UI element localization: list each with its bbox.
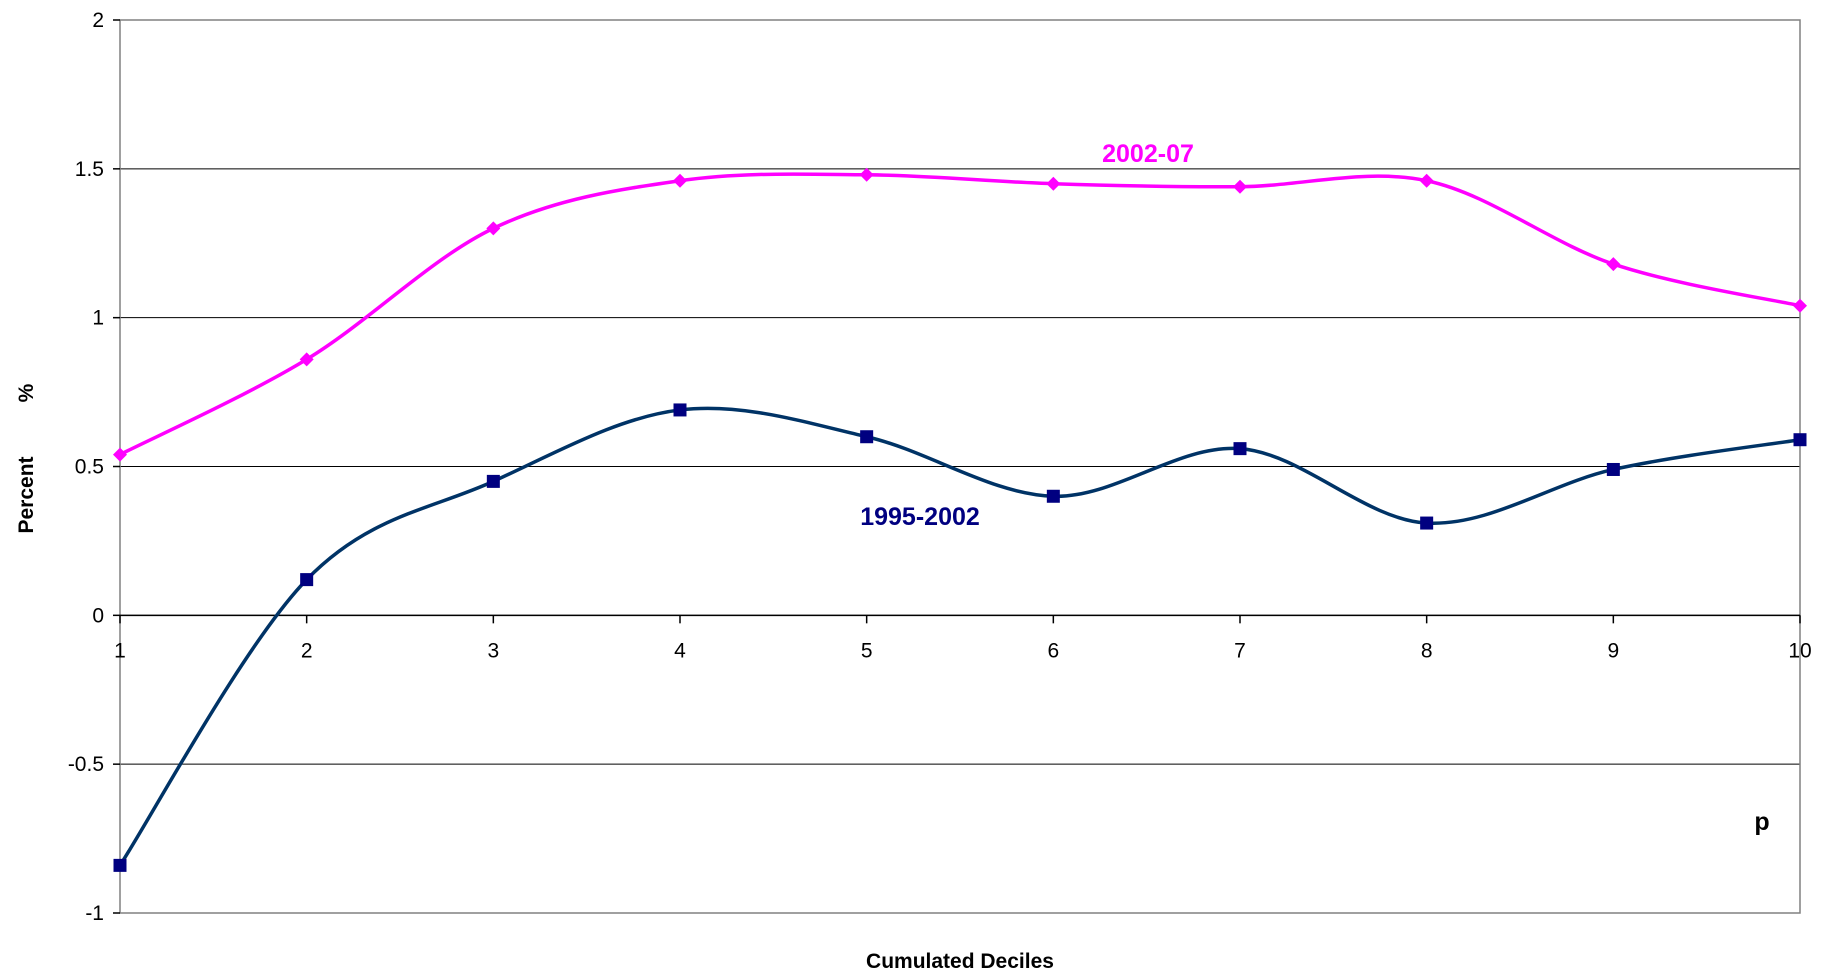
y-tick-label: 2 (92, 9, 104, 32)
x-tick-label: 5 (861, 639, 873, 662)
data-point (1046, 489, 1060, 503)
x-tick-label: 2 (301, 639, 313, 662)
data-point (299, 352, 314, 367)
data-point (860, 430, 874, 444)
data-point (1420, 516, 1434, 530)
x-tick-label: 7 (1234, 639, 1246, 662)
y-tick-label: -0.5 (68, 753, 104, 776)
series-1995-2002 (113, 403, 1807, 872)
series-line (118, 406, 1801, 867)
data-point (486, 221, 501, 236)
y-axis-title: Percent (15, 456, 38, 533)
x-tick-label: 1 (114, 639, 126, 662)
data-point (1793, 433, 1807, 447)
y-tick-label: 1.5 (75, 158, 104, 181)
data-point (859, 167, 874, 182)
series-group (113, 167, 1807, 872)
y-tick-label: 0.5 (75, 456, 104, 479)
y-tick-label: -1 (85, 902, 104, 925)
x-tick-label: 10 (1788, 639, 1811, 662)
data-point (673, 173, 687, 188)
data-point (486, 474, 500, 488)
series-line (119, 172, 1801, 457)
data-point (1606, 257, 1621, 272)
gridlines (120, 168, 1800, 765)
data-point (1233, 179, 1247, 194)
data-point (1419, 173, 1434, 188)
data-point (300, 573, 314, 587)
series-label-1995-2002: 1995-2002 (860, 503, 980, 531)
data-point (1046, 176, 1061, 191)
x-axis-ticks: 1 2 3 4 5 6 7 8 9 10 (114, 614, 1812, 662)
x-axis-title: Cumulated Deciles (866, 950, 1054, 973)
data-point (113, 858, 127, 872)
y-axis-unit: % (15, 383, 38, 402)
y-tick-label: 0 (92, 604, 104, 627)
data-point (673, 403, 687, 417)
data-point (1233, 442, 1247, 456)
data-point (1793, 298, 1807, 313)
x-tick-label: 9 (1607, 639, 1619, 662)
x-axis-annotation: p (1754, 808, 1769, 836)
series-2002-07 (113, 167, 1807, 462)
y-tick-label: 1 (92, 307, 104, 330)
data-point (113, 447, 127, 462)
y-axis-ticks: -1 -0.5 0 0.5 1 1.5 2 (68, 9, 120, 925)
x-tick-label: 3 (487, 639, 499, 662)
data-point (1606, 462, 1620, 476)
x-tick-label: 8 (1421, 639, 1433, 662)
x-tick-label: 6 (1047, 639, 1059, 662)
series-label-2002-07: 2002-07 (1102, 140, 1194, 168)
x-tick-label: 4 (674, 639, 686, 662)
